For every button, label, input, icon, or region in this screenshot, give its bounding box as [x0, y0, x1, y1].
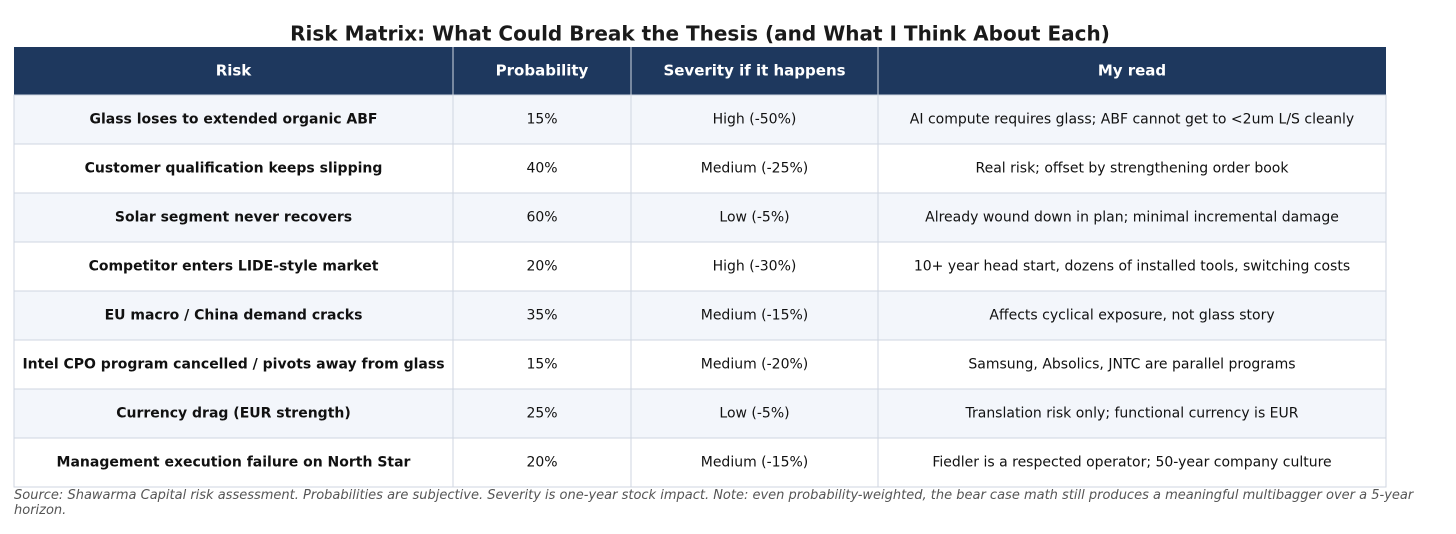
cell-text: Medium (-15%) [701, 308, 809, 324]
cell-text: Affects cyclical exposure, not glass sto… [989, 308, 1274, 324]
cell-text: 60% [526, 210, 557, 226]
cell [877, 339, 1387, 390]
cell-text: Medium (-25%) [701, 161, 809, 177]
cell [13, 388, 454, 439]
risk-cell: Currency drag (EUR strength) [116, 406, 351, 422]
cell [452, 241, 632, 292]
cell [452, 192, 632, 243]
risk-cell: Competitor enters LIDE-style market [89, 259, 379, 275]
cell-text: 20% [526, 455, 557, 471]
cell-text: Fiedler is a respected operator; 50-year… [932, 455, 1331, 471]
footnote: Source: Shawarma Capital risk assessment… [14, 488, 1414, 518]
cell [877, 192, 1387, 243]
cell-text: High (-30%) [713, 259, 797, 275]
cell [877, 437, 1387, 488]
cell [877, 94, 1387, 145]
risk-cell: Glass loses to extended organic ABF [89, 112, 377, 128]
cell [452, 437, 632, 488]
cell [13, 437, 454, 488]
cell [13, 290, 454, 341]
header-cell: Probability [496, 62, 589, 80]
cell [452, 290, 632, 341]
cell-text: Low (-5%) [719, 406, 789, 422]
header-cell: Risk [216, 62, 253, 80]
cell [13, 143, 454, 194]
cell [630, 388, 879, 439]
header-cell: My read [1098, 62, 1166, 80]
cell-text: Low (-5%) [719, 210, 789, 226]
cell-text: Medium (-20%) [701, 357, 809, 373]
cell-text: Real risk; offset by strengthening order… [976, 161, 1290, 177]
cell [13, 339, 454, 390]
risk-cell: Customer qualification keeps slipping [85, 161, 383, 177]
cell-text: 35% [526, 308, 557, 324]
cell [630, 339, 879, 390]
cell [877, 241, 1387, 292]
title: Risk Matrix: What Could Break the Thesis… [290, 22, 1110, 46]
cell-text: 40% [526, 161, 557, 177]
cell [13, 241, 454, 292]
cell [630, 192, 879, 243]
cell-text: AI compute requires glass; ABF cannot ge… [910, 112, 1354, 128]
risk-cell: Management execution failure on North St… [57, 455, 411, 471]
header-cell: Severity if it happens [663, 62, 845, 80]
cell-text: Samsung, Absolics, JNTC are parallel pro… [968, 357, 1295, 373]
cell-text: Medium (-15%) [701, 455, 809, 471]
cell-text: 15% [526, 357, 557, 373]
cell-text: 15% [526, 112, 557, 128]
cell [452, 143, 632, 194]
cell-text: 10+ year head start, dozens of installed… [914, 259, 1350, 275]
risk-cell: Intel CPO program cancelled / pivots awa… [22, 357, 444, 373]
cell-text: 25% [526, 406, 557, 422]
cell [877, 143, 1387, 194]
cell-text: Translation risk only; functional curren… [964, 406, 1298, 422]
cell-text: High (-50%) [713, 112, 797, 128]
cell-text: Already wound down in plan; minimal incr… [925, 210, 1339, 226]
cell [630, 437, 879, 488]
cell [452, 388, 632, 439]
cell-text: 20% [526, 259, 557, 275]
risk-cell: Solar segment never recovers [115, 210, 352, 226]
risk-cell: EU macro / China demand cracks [105, 308, 363, 324]
cell [877, 290, 1387, 341]
cell [877, 388, 1387, 439]
header-row [14, 47, 1386, 95]
cell [630, 143, 879, 194]
